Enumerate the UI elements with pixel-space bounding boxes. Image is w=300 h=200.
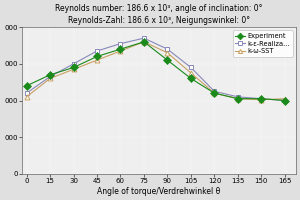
k-ε-Realiza...	[166, 48, 169, 50]
Experiment	[236, 97, 240, 100]
k-ε-Realiza...	[72, 63, 75, 65]
Experiment	[166, 59, 169, 61]
k-ω-SST	[236, 97, 240, 100]
X-axis label: Angle of torque/Verdrehwinkel θ: Angle of torque/Verdrehwinkel θ	[97, 187, 220, 196]
Experiment	[119, 48, 122, 50]
k-ω-SST	[213, 92, 216, 94]
Experiment	[72, 66, 75, 69]
Experiment	[213, 92, 216, 94]
k-ω-SST	[283, 97, 287, 100]
k-ε-Realiza...	[283, 99, 287, 102]
k-ε-Realiza...	[95, 50, 99, 52]
k-ω-SST	[166, 52, 169, 54]
Line: k-ω-SST: k-ω-SST	[24, 39, 287, 102]
Experiment	[260, 97, 263, 100]
Experiment	[48, 74, 52, 76]
k-ω-SST	[119, 50, 122, 52]
Legend: Experiment, k-ε-Realiza..., k-ω-SST: Experiment, k-ε-Realiza..., k-ω-SST	[233, 30, 292, 57]
k-ε-Realiza...	[236, 96, 240, 98]
k-ω-SST	[260, 99, 263, 101]
k-ε-Realiza...	[213, 90, 216, 93]
k-ε-Realiza...	[142, 37, 146, 39]
k-ε-Realiza...	[48, 75, 52, 78]
Title: Reynolds number: 186.6 x 10³, angle of inclination: 0°
Reynolds-Zahl: 186.6 x 10: Reynolds number: 186.6 x 10³, angle of i…	[55, 4, 262, 25]
k-ω-SST	[48, 77, 52, 80]
Line: k-ε-Realiza...: k-ε-Realiza...	[24, 36, 287, 103]
k-ω-SST	[189, 72, 193, 74]
k-ε-Realiza...	[189, 66, 193, 69]
Experiment	[189, 77, 193, 80]
Experiment	[25, 85, 28, 87]
k-ω-SST	[25, 96, 28, 98]
Experiment	[283, 99, 287, 102]
Line: Experiment: Experiment	[24, 39, 288, 103]
Experiment	[142, 41, 146, 43]
k-ω-SST	[142, 41, 146, 43]
k-ε-Realiza...	[25, 92, 28, 94]
Experiment	[95, 55, 99, 58]
k-ω-SST	[72, 68, 75, 71]
k-ω-SST	[95, 59, 99, 61]
k-ε-Realiza...	[260, 97, 263, 100]
k-ε-Realiza...	[119, 42, 122, 45]
